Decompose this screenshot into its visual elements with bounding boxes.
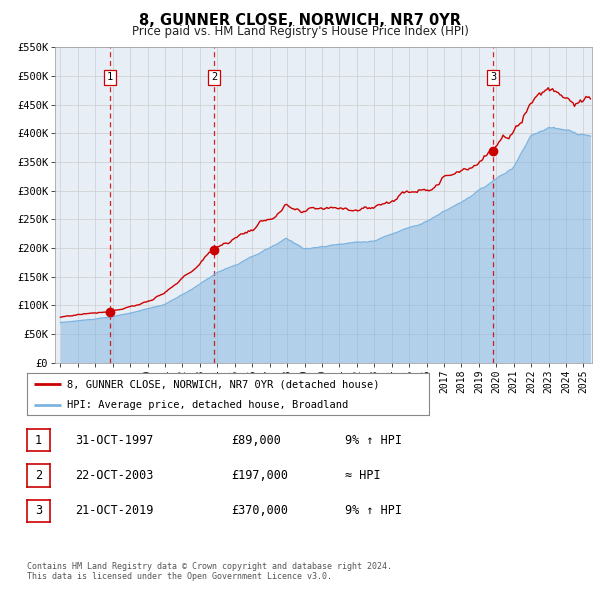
Text: £370,000: £370,000 [231, 504, 288, 517]
Text: 2: 2 [35, 469, 42, 482]
Text: 1: 1 [35, 434, 42, 447]
Text: Price paid vs. HM Land Registry's House Price Index (HPI): Price paid vs. HM Land Registry's House … [131, 25, 469, 38]
Text: 22-OCT-2003: 22-OCT-2003 [75, 469, 154, 482]
Text: 9% ↑ HPI: 9% ↑ HPI [345, 504, 402, 517]
Text: 1: 1 [107, 72, 113, 82]
Text: £197,000: £197,000 [231, 469, 288, 482]
Text: 2: 2 [211, 72, 217, 82]
Text: 8, GUNNER CLOSE, NORWICH, NR7 0YR (detached house): 8, GUNNER CLOSE, NORWICH, NR7 0YR (detac… [67, 379, 380, 389]
Text: 31-OCT-1997: 31-OCT-1997 [75, 434, 154, 447]
Text: 8, GUNNER CLOSE, NORWICH, NR7 0YR: 8, GUNNER CLOSE, NORWICH, NR7 0YR [139, 13, 461, 28]
Text: ≈ HPI: ≈ HPI [345, 469, 380, 482]
Text: This data is licensed under the Open Government Licence v3.0.: This data is licensed under the Open Gov… [27, 572, 332, 581]
Text: 3: 3 [490, 72, 496, 82]
Text: £89,000: £89,000 [231, 434, 281, 447]
Text: HPI: Average price, detached house, Broadland: HPI: Average price, detached house, Broa… [67, 400, 349, 409]
Text: Contains HM Land Registry data © Crown copyright and database right 2024.: Contains HM Land Registry data © Crown c… [27, 562, 392, 571]
Text: 9% ↑ HPI: 9% ↑ HPI [345, 434, 402, 447]
Text: 21-OCT-2019: 21-OCT-2019 [75, 504, 154, 517]
Text: 3: 3 [35, 504, 42, 517]
